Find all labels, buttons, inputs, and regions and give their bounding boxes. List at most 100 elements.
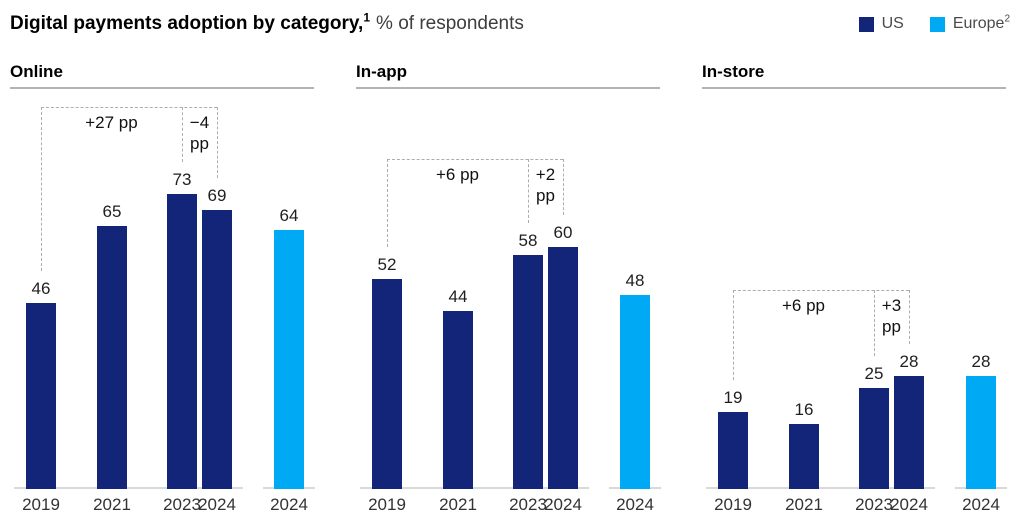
title-footnote-marker: 1 — [363, 10, 371, 25]
chart-title: Digital payments adoption by category,1%… — [10, 10, 524, 36]
value-label: 28 — [971, 352, 991, 371]
value-label: 60 — [553, 223, 573, 242]
panel-title-rule — [10, 87, 314, 89]
annotation-bracket-line — [41, 107, 217, 108]
value-label: 64 — [279, 206, 299, 225]
axis-label-2019: 2019 — [714, 495, 752, 514]
panel-title-in-store: In-store — [702, 62, 765, 81]
panel-chart-in-app: +6 pp +2 pp 52 44 58 60 48 — [356, 89, 661, 489]
bar-in-store-2019-us — [718, 412, 748, 489]
bar-online-2024-europe — [274, 230, 304, 489]
annotation-bracket-drop — [41, 107, 42, 271]
annotation-label: +2 pp — [500, 164, 592, 207]
value-label: 48 — [625, 271, 645, 290]
annotation-bracket-drop — [528, 159, 529, 223]
annotation-label-line: +6 pp — [435, 165, 479, 184]
value-label: 28 — [899, 352, 919, 371]
annotation-label: +6 pp — [758, 295, 850, 316]
annotation-bracket-drop — [874, 290, 875, 356]
panel-title-rule — [356, 87, 660, 89]
axis-baseline-us — [14, 487, 243, 489]
axis-label-2024: 2024 — [270, 495, 308, 514]
panel-chart-in-store: +6 pp +3 pp 19 16 25 28 28 — [702, 89, 1007, 489]
annotation-label-line: +2 — [535, 165, 556, 184]
bar-in-store-2023-us — [859, 388, 889, 489]
annotation-label-line: +3 — [881, 296, 902, 315]
panel-online: Online +27 pp −4 pp 46 65 73 69 64 2019 2021 2023 20… — [10, 62, 315, 524]
axis-label-2023: 2023 — [509, 495, 547, 514]
chart-title-bold: Digital payments adoption by category, — [10, 13, 364, 34]
annotation-label-line: pp — [536, 186, 555, 206]
bar-online-2024-us — [202, 210, 232, 489]
annotation-label: −4 pp — [154, 112, 246, 155]
annotation-bracket-line — [733, 290, 909, 291]
axis-label-2021: 2021 — [785, 495, 823, 514]
legend-item-europe: Europe2 — [929, 13, 1010, 32]
axis-label-2024: 2024 — [198, 495, 236, 514]
bar-in-app-2021-us — [443, 311, 473, 489]
annotation-bracket-drop — [182, 107, 183, 162]
bar-online-2021-us — [97, 226, 127, 489]
axis-row-in-store: 2019 2021 2023 2024 2024 — [702, 496, 1006, 516]
bar-in-store-2024-us — [894, 376, 924, 489]
annotation-bracket-drop — [387, 159, 388, 247]
bar-in-app-2023-us — [513, 255, 543, 489]
value-label: 25 — [864, 364, 884, 383]
chart-subtitle: % of respondents — [376, 13, 524, 34]
axis-label-2021: 2021 — [439, 495, 477, 514]
annotation-label-line: pp — [882, 317, 901, 337]
axis-label-2023: 2023 — [855, 495, 893, 514]
bar-in-app-2024-us — [548, 247, 578, 489]
value-label: 58 — [518, 231, 538, 250]
value-label: 19 — [723, 388, 743, 407]
axis-baseline-us — [706, 487, 935, 489]
annotation-bracket-drop — [217, 107, 218, 178]
value-label: 65 — [102, 202, 122, 221]
axis-label-2021: 2021 — [93, 495, 131, 514]
annotation-label-line: −4 — [189, 113, 210, 132]
axis-label-2024: 2024 — [616, 495, 654, 514]
annotation-label-line: +27 pp — [85, 113, 138, 132]
annotation-label: +27 pp — [66, 112, 158, 133]
annotation-label: +6 pp — [412, 164, 504, 185]
legend-label: US — [881, 15, 904, 32]
axis-label-2019: 2019 — [22, 495, 60, 514]
bar-in-app-2024-europe — [620, 295, 650, 489]
value-label: 44 — [448, 287, 468, 306]
value-label: 52 — [377, 255, 397, 274]
value-label: 16 — [794, 400, 814, 419]
panel-title-in-app: In-app — [356, 62, 407, 81]
panel-title-online: Online — [10, 62, 63, 81]
legend-footnote-marker: 2 — [1004, 13, 1010, 25]
value-label: 73 — [172, 170, 192, 189]
panel-title-rule — [702, 87, 1006, 89]
legend: US Europe2 — [858, 13, 1010, 32]
legend-item-us: US — [858, 15, 904, 32]
annotation-bracket-drop — [909, 290, 910, 344]
annotation-bracket-drop — [563, 159, 564, 215]
axis-row-in-app: 2019 2021 2023 2024 2024 — [356, 496, 660, 516]
bar-in-store-2024-europe — [966, 376, 996, 489]
annotation-label-line: +6 pp — [781, 296, 825, 315]
legend-label: Europe2 — [952, 13, 1010, 32]
panel-chart-online: +27 pp −4 pp 46 65 73 69 64 — [10, 89, 315, 489]
annotation-bracket-line — [387, 159, 563, 160]
annotation-bracket-drop — [733, 290, 734, 380]
bar-online-2023-us — [167, 194, 197, 489]
annotation-label-line: pp — [190, 134, 209, 154]
annotation-label: +3 pp — [846, 295, 938, 338]
value-label: 46 — [31, 279, 51, 298]
axis-label-2024: 2024 — [962, 495, 1000, 514]
legend-swatch-icon — [929, 16, 945, 32]
legend-swatch-icon — [858, 16, 874, 32]
panel-in-store: In-store +6 pp +3 pp 19 16 25 28 28 2019 2021 2023 2… — [702, 62, 1007, 524]
axis-label-2024: 2024 — [890, 495, 928, 514]
bar-in-store-2021-us — [789, 424, 819, 489]
axis-label-2024: 2024 — [544, 495, 582, 514]
bar-in-app-2019-us — [372, 279, 402, 489]
value-label: 69 — [207, 186, 227, 205]
axis-baseline-us — [360, 487, 589, 489]
axis-label-2023: 2023 — [163, 495, 201, 514]
axis-row-online: 2019 2021 2023 2024 2024 — [10, 496, 314, 516]
